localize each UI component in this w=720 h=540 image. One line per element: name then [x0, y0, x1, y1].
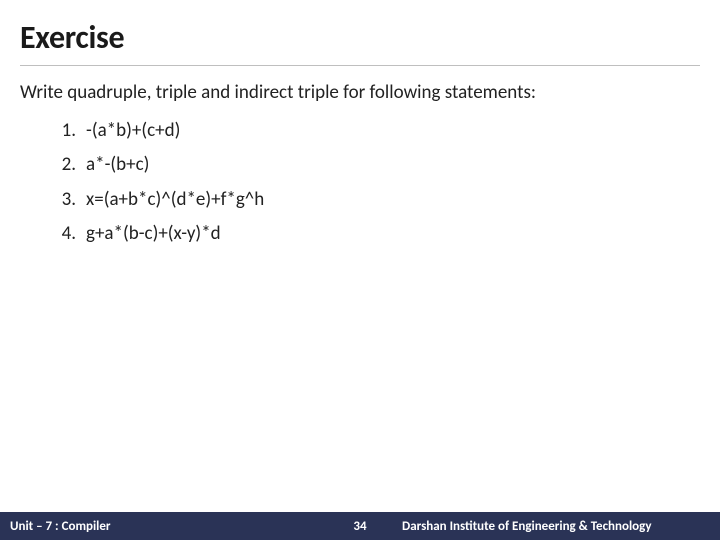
list-item: 1. -(a*b)+(c+d) — [50, 118, 700, 145]
slide-content: Exercise Write quadruple, triple and ind… — [0, 0, 720, 540]
exercise-list: 1. -(a*b)+(c+d) 2. a*-(b+c) 3. x=(a+b*c)… — [20, 118, 700, 256]
list-expression: g+a*(b-c)+(x-y)*d — [86, 221, 700, 248]
list-item: 4. g+a*(b-c)+(x-y)*d — [50, 221, 700, 248]
list-number: 1. — [50, 118, 76, 145]
list-expression: a*-(b+c) — [86, 152, 700, 179]
title-wrap: Exercise — [20, 18, 700, 66]
exercise-prompt: Write quadruple, triple and indirect tri… — [20, 80, 700, 106]
footer-unit: Unit – 7 : Compiler — [0, 512, 330, 540]
footer-institute: Darshan Institute of Engineering & Techn… — [390, 512, 720, 540]
list-number: 3. — [50, 187, 76, 214]
list-item: 2. a*-(b+c) — [50, 152, 700, 179]
slide-title: Exercise — [20, 18, 700, 57]
list-item: 3. x=(a+b*c)^(d*e)+f*g^h — [50, 187, 700, 214]
list-expression: x=(a+b*c)^(d*e)+f*g^h — [86, 187, 700, 214]
list-expression: -(a*b)+(c+d) — [86, 118, 700, 145]
footer-page-number: 34 — [330, 512, 390, 540]
list-number: 4. — [50, 221, 76, 248]
slide-footer: Unit – 7 : Compiler 34 Darshan Institute… — [0, 512, 720, 540]
list-number: 2. — [50, 152, 76, 179]
